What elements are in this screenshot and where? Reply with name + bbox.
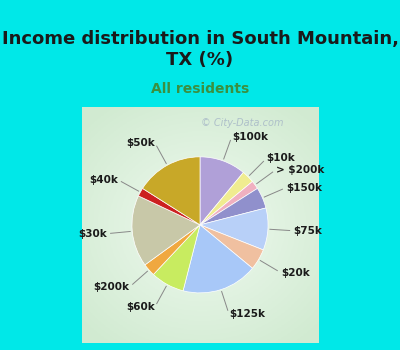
Wedge shape [132,196,200,265]
Text: > $200k: > $200k [276,165,324,175]
Wedge shape [142,157,200,225]
Text: $125k: $125k [229,309,265,319]
Text: $200k: $200k [94,282,130,292]
Wedge shape [200,157,243,225]
Wedge shape [200,182,258,225]
Text: $20k: $20k [281,268,310,278]
Wedge shape [145,225,200,274]
Wedge shape [154,225,200,291]
Text: $75k: $75k [294,226,322,236]
Wedge shape [183,225,252,293]
Wedge shape [138,188,200,225]
Text: $50k: $50k [126,138,155,148]
Wedge shape [200,188,266,225]
Text: All residents: All residents [151,82,249,96]
Text: $60k: $60k [126,302,155,312]
Wedge shape [200,225,263,268]
Text: $10k: $10k [266,154,295,163]
Wedge shape [200,173,252,225]
Text: $40k: $40k [89,175,118,185]
Text: © City-Data.com: © City-Data.com [201,118,284,128]
Text: $30k: $30k [78,229,106,239]
Text: Income distribution in South Mountain,
TX (%): Income distribution in South Mountain, T… [2,30,398,69]
Text: $100k: $100k [232,132,268,141]
Wedge shape [200,208,268,250]
Text: $150k: $150k [286,183,322,193]
